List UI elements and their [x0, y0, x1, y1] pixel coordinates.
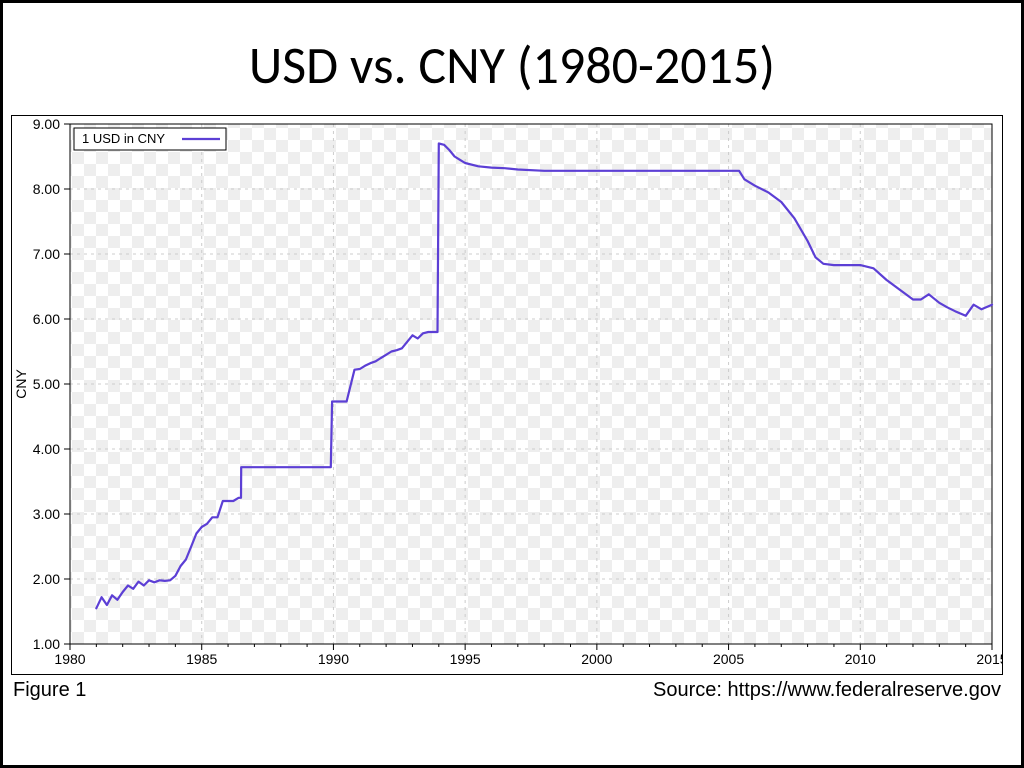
- y-tick-label: 9.00: [33, 116, 60, 132]
- x-tick-label: 2000: [581, 651, 612, 667]
- x-tick-label: 1985: [186, 651, 217, 667]
- x-tick-label: 1995: [450, 651, 481, 667]
- y-tick-label: 6.00: [33, 311, 60, 327]
- y-tick-label: 7.00: [33, 246, 60, 262]
- y-axis-label: CNY: [13, 369, 29, 399]
- plot-background: [70, 124, 992, 644]
- x-tick-label: 2015: [976, 651, 1002, 667]
- source-label: Source: https://www.federalreserve.gov: [653, 679, 1001, 702]
- y-tick-label: 2.00: [33, 571, 60, 587]
- slide-footer: Figure 1 Source: https://www.federalrese…: [3, 675, 1021, 702]
- legend-label: 1 USD in CNY: [82, 131, 165, 146]
- figure-label: Figure 1: [13, 679, 86, 702]
- chart-container: 1980 1985 1990 1995 2000 2005 2010 2015 1.00 2.00…: [11, 115, 1003, 675]
- slide-frame: USD vs. CNY (1980-2015) 1980 1985 1990 1995…: [0, 0, 1024, 768]
- x-tick-label: 1980: [54, 651, 85, 667]
- x-tick-label: 1990: [318, 651, 349, 667]
- slide-title: USD vs. CNY (1980-2015): [3, 33, 1021, 97]
- line-chart: 1980 1985 1990 1995 2000 2005 2010 2015 1.00 2.00…: [12, 116, 1002, 674]
- y-tick-label: 5.00: [33, 376, 60, 392]
- x-tick-label: 2005: [713, 651, 744, 667]
- y-tick-label: 1.00: [33, 636, 60, 652]
- y-tick-label: 4.00: [33, 441, 60, 457]
- x-tick-label: 2010: [845, 651, 876, 667]
- y-tick-label: 3.00: [33, 506, 60, 522]
- y-tick-label: 8.00: [33, 181, 60, 197]
